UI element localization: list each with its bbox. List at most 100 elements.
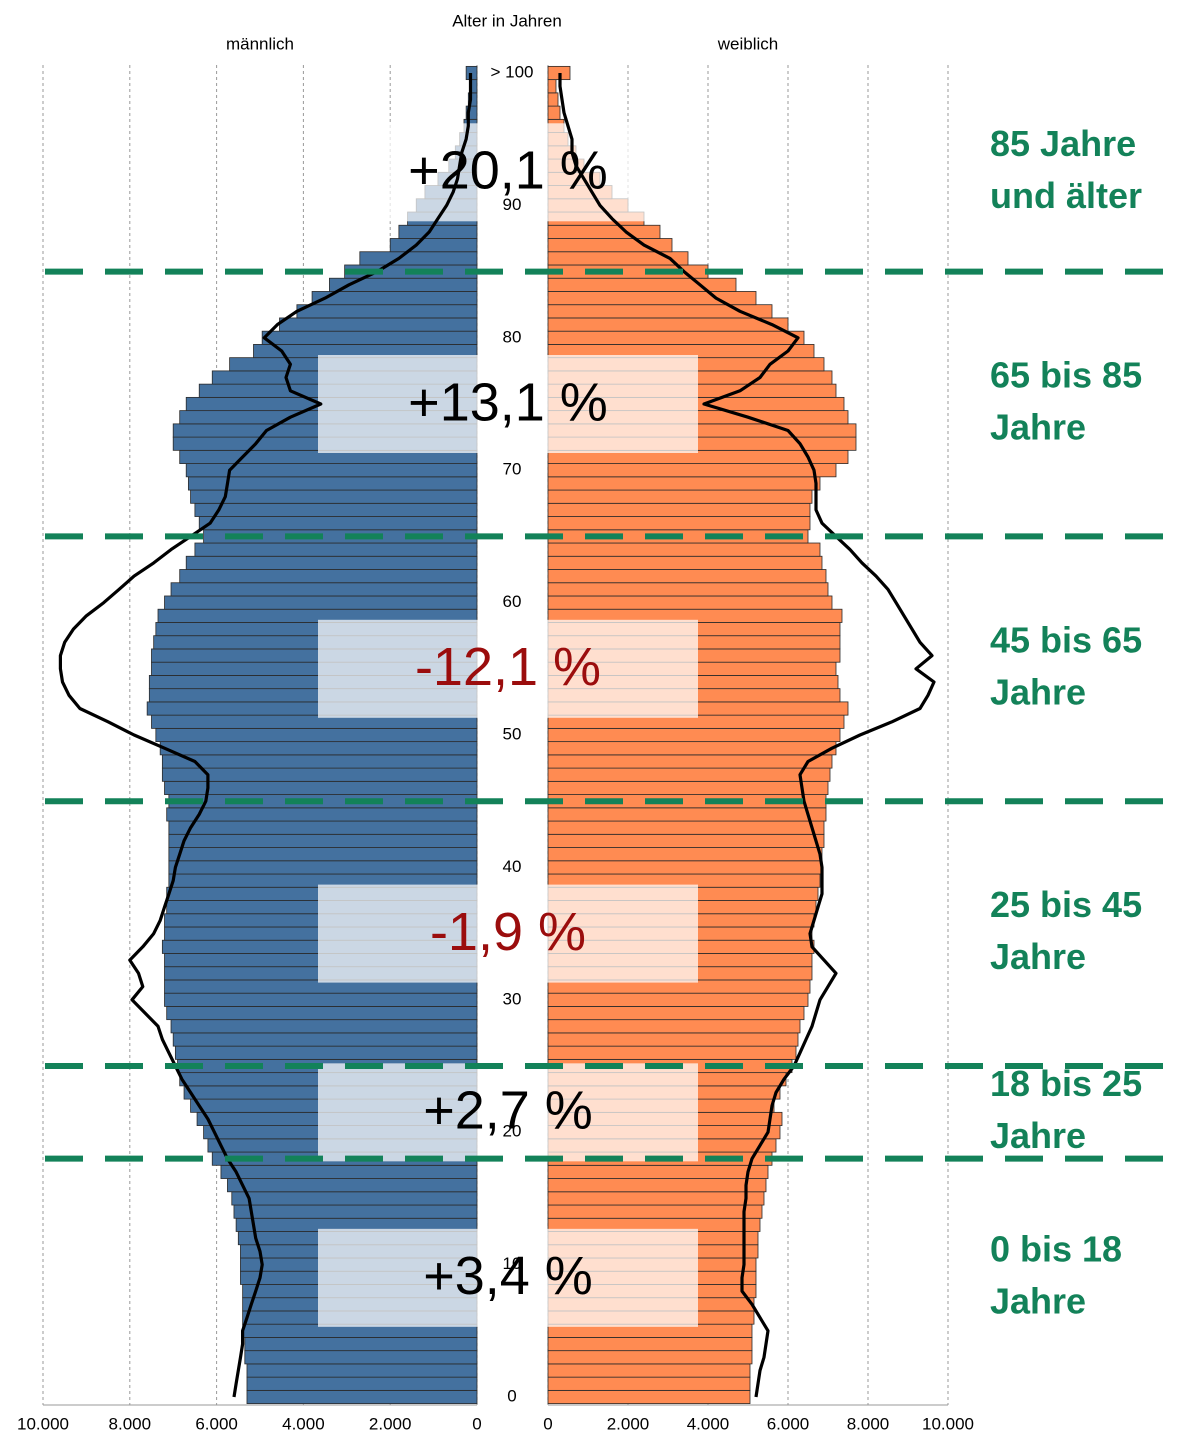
y-tick-label: 0 [507,1386,516,1405]
x-tick-label: 10.000 [17,1414,69,1433]
bar [168,860,478,875]
band-label: Jahre [990,936,1086,977]
bar [155,727,478,743]
bar [194,542,478,557]
x-tick-label: 4.000 [687,1414,730,1433]
band-label: Jahre [990,1115,1086,1156]
bar [161,754,478,769]
band-label: und älter [990,175,1142,216]
bar [547,516,811,531]
bar [547,79,557,94]
bar [547,767,831,782]
y-tick-label: 10 [503,1254,522,1273]
axis-title: Alter in Jahren [452,11,562,30]
highlight-box [318,884,698,983]
band-label: Jahre [990,671,1086,712]
bar [261,330,478,345]
bar [547,1350,753,1365]
bar [187,476,478,491]
y-tick-label: 30 [503,989,522,1008]
band-label: 45 bis 65 [990,619,1142,660]
x-tick-label: 2.000 [369,1414,412,1433]
bar [164,595,478,610]
band-label: Jahre [990,1280,1086,1321]
bar [547,489,813,504]
bar [547,1164,769,1179]
x-tick-label: 6.000 [767,1414,810,1433]
bar [170,582,478,597]
bar [547,820,825,835]
change-label: +3,4 % [423,1246,593,1306]
bar [172,1032,478,1047]
band-label: 25 bis 45 [990,884,1142,925]
x-tick-label: 0 [543,1414,552,1433]
bar [547,1204,763,1219]
bar [547,780,829,795]
highlight-box [318,123,698,222]
bar [547,463,837,478]
x-tick-label: 10.000 [922,1414,974,1433]
bar [547,1178,767,1193]
bar [246,1363,478,1378]
bar [359,251,478,266]
x-tick-label: 8.000 [109,1414,152,1433]
bar [227,1178,478,1193]
bar [547,1363,751,1378]
change-label: +20,1 % [408,141,608,201]
band-label: Jahre [990,407,1086,448]
band-label: 65 bis 85 [990,355,1142,396]
bar [170,1019,478,1034]
y-tick-label: 60 [503,592,522,611]
y-tick-label: 50 [503,724,522,743]
bar [233,1204,478,1219]
highlight-box [318,619,698,718]
y-tick-label: 80 [503,327,522,346]
bar [547,1191,765,1206]
y-tick-label: > 100 [490,62,533,81]
highlight-box [318,355,698,453]
outline-line [58,73,473,1398]
x-tick-label: 6.000 [195,1414,238,1433]
bar [547,105,561,120]
change-label: +2,7 % [423,1081,593,1141]
bar [168,833,478,848]
bar [547,754,833,769]
outline-line [558,73,936,1398]
bar [185,555,478,570]
bar [244,1350,478,1365]
bar [547,1389,751,1405]
bar [398,224,478,239]
bar [190,489,478,504]
bar [174,1045,478,1060]
bar [168,847,478,862]
bar [547,1006,805,1021]
bar [161,767,478,782]
bar [179,569,478,584]
bar [164,780,478,795]
y-tick-label: 90 [503,195,522,214]
y-tick-label: 20 [503,1122,522,1141]
bar [547,317,789,332]
bar [547,807,827,822]
x-tick-label: 8.000 [847,1414,890,1433]
bar [198,516,478,531]
bar [311,291,478,306]
change-label: +13,1 % [408,372,608,432]
bar [244,1337,478,1352]
bar [547,860,823,875]
band-label: 0 bis 18 [990,1228,1122,1269]
bar [547,727,841,743]
bar [168,820,478,835]
bar [547,92,559,107]
bar [166,1006,478,1021]
change-label: -1,9 % [430,902,586,962]
bar [194,502,478,517]
bar [547,555,823,570]
bar [547,1032,799,1047]
band-label: 18 bis 25 [990,1063,1142,1104]
bar [547,833,825,848]
bar [246,1376,478,1391]
x-tick-label: 0 [472,1414,481,1433]
bar [279,317,478,332]
